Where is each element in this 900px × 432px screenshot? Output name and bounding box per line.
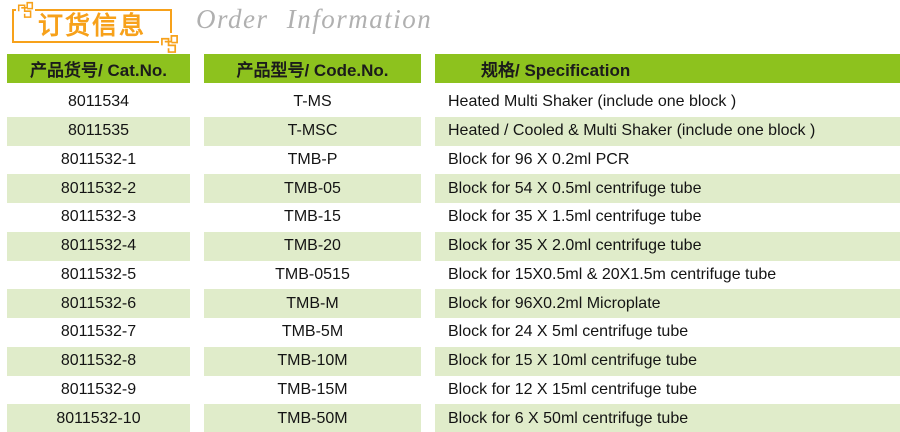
cell-cat-no: 8011532-1 (60, 150, 137, 168)
cell-specification: Block for 35 X 1.5ml centrifuge tube (448, 208, 702, 226)
table-row: 8011532-9 TMB-15M Block for 12 X 15ml cent… (7, 376, 900, 405)
cell-code-no: TMB-20 (204, 231, 421, 261)
table-row: 8011532-3 TMB-15 Block for 35 X 1.5ml cent… (7, 203, 900, 232)
cell-cat-no: 8011532-5 (60, 265, 137, 283)
col-header-cat-no: 产品货号/ Cat.No. (7, 54, 190, 83)
section-title-en: Order Information (196, 4, 433, 34)
cell-cat-no: 8011532-2 (7, 174, 190, 203)
section-title: 订货信息 Order Information (0, 0, 900, 54)
cell-specification: Block for 6 X 50ml centrifuge tube (435, 404, 900, 432)
cell-cat-no: 8011532-4 (7, 231, 190, 261)
table-row: 8011532-1 TMB-P Block for 96 X 0.2ml PCR (7, 146, 900, 175)
table-row: 8011532-5 TMB-0515 Block for 15X0.5ml & 20… (7, 261, 900, 290)
table-row: 8011532-8 TMB-10M Block for 15 X 10ml cent… (7, 346, 900, 376)
table-row: 8011532-10 TMB-50M Block for 6 X 50ml cent… (7, 404, 900, 432)
order-information-table: 产品货号/ Cat.No. 产品型号/ Code.No. 规格/ Specifi… (7, 54, 900, 432)
cell-specification: Block for 96X0.2ml Microplate (435, 289, 900, 318)
table-body: 8011534 T-MS Heated Multi Shaker (include … (7, 88, 900, 432)
cell-specification: Block for 96 X 0.2ml PCR (448, 150, 630, 168)
table-row: 8011532-7 TMB-5M Block for 24 X 5ml centri… (7, 318, 900, 347)
cell-code-no: T-MS (293, 93, 332, 111)
cell-specification: Block for 15X0.5ml & 20X1.5m centrifuge … (448, 265, 777, 283)
cell-code-no: TMB-05 (204, 174, 421, 203)
cell-specification: Block for 35 X 2.0ml centrifuge tube (435, 231, 900, 261)
cell-cat-no: 8011532-10 (7, 404, 190, 432)
cell-code-no: TMB-15M (277, 380, 348, 398)
cell-code-no: TMB-50M (204, 404, 421, 432)
table-row: 8011532-2 TMB-05 Block for 54 X 0.5ml cent… (7, 174, 900, 203)
corner-ornament-icon (16, 0, 35, 19)
cell-code-no: TMB-10M (204, 346, 421, 376)
title-box: 订货信息 (12, 0, 180, 54)
cell-specification: Block for 15 X 10ml centrifuge tube (435, 346, 900, 376)
col-header-specification: 规格/ Specification (435, 54, 900, 83)
corner-ornament-icon (159, 33, 180, 54)
col-header-code-no: 产品型号/ Code.No. (204, 54, 421, 83)
cell-specification: Block for 12 X 15ml centrifuge tube (448, 380, 698, 398)
cell-cat-no: 8011535 (7, 116, 190, 146)
cell-code-no: TMB-5M (281, 323, 344, 341)
table-row: 8011535 T-MSC Heated / Cooled & Multi Shak… (7, 116, 900, 146)
cell-cat-no: 8011532-7 (60, 323, 137, 341)
cell-cat-no: 8011534 (67, 93, 130, 111)
cell-specification: Heated / Cooled & Multi Shaker (include … (435, 116, 900, 146)
cell-code-no: TMB-P (287, 150, 338, 168)
cell-cat-no: 8011532-6 (7, 289, 190, 318)
table-row: 8011534 T-MS Heated Multi Shaker (include … (7, 88, 900, 117)
table-row: 8011532-6 TMB-M Block for 96X0.2ml Micropl… (7, 289, 900, 318)
section-title-zh: 订货信息 (37, 11, 146, 40)
cell-code-no: TMB-M (204, 289, 421, 318)
cell-cat-no: 8011532-9 (60, 380, 137, 398)
cell-specification: Block for 54 X 0.5ml centrifuge tube (435, 174, 900, 203)
cell-code-no: TMB-0515 (275, 265, 350, 283)
table-row: 8011532-4 TMB-20 Block for 35 X 2.0ml cent… (7, 231, 900, 261)
cell-code-no: T-MSC (204, 116, 421, 146)
cell-specification: Block for 24 X 5ml centrifuge tube (448, 323, 689, 341)
cell-cat-no: 8011532-3 (60, 208, 137, 226)
cell-specification: Heated Multi Shaker (include one block ) (448, 93, 737, 111)
table-header-row: 产品货号/ Cat.No. 产品型号/ Code.No. 规格/ Specifi… (7, 54, 900, 83)
cell-cat-no: 8011532-8 (7, 346, 190, 376)
cell-code-no: TMB-15 (284, 208, 341, 226)
